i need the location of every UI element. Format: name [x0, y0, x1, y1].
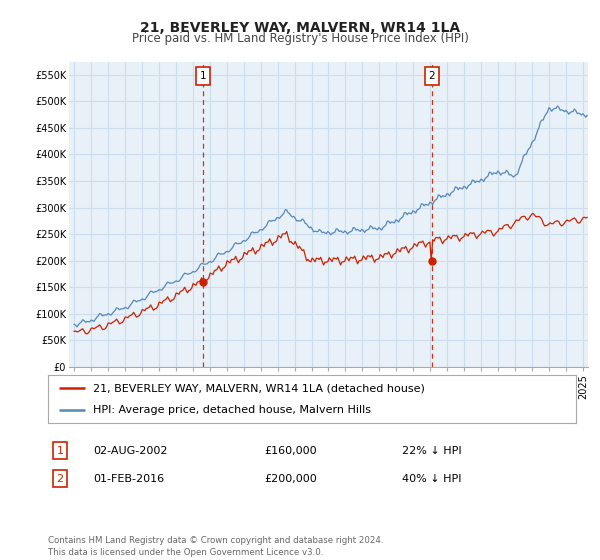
- Text: £200,000: £200,000: [264, 474, 317, 484]
- Text: 2: 2: [56, 474, 64, 484]
- Text: 1: 1: [199, 71, 206, 81]
- Text: £160,000: £160,000: [264, 446, 317, 456]
- Text: Contains HM Land Registry data © Crown copyright and database right 2024.
This d: Contains HM Land Registry data © Crown c…: [48, 536, 383, 557]
- Text: 02-AUG-2002: 02-AUG-2002: [93, 446, 167, 456]
- Text: 2: 2: [428, 71, 435, 81]
- Text: 22% ↓ HPI: 22% ↓ HPI: [402, 446, 461, 456]
- Text: 40% ↓ HPI: 40% ↓ HPI: [402, 474, 461, 484]
- Text: 21, BEVERLEY WAY, MALVERN, WR14 1LA: 21, BEVERLEY WAY, MALVERN, WR14 1LA: [140, 21, 460, 35]
- Text: 21, BEVERLEY WAY, MALVERN, WR14 1LA (detached house): 21, BEVERLEY WAY, MALVERN, WR14 1LA (det…: [93, 383, 425, 393]
- Text: 1: 1: [56, 446, 64, 456]
- Text: HPI: Average price, detached house, Malvern Hills: HPI: Average price, detached house, Malv…: [93, 405, 371, 415]
- Text: Price paid vs. HM Land Registry's House Price Index (HPI): Price paid vs. HM Land Registry's House …: [131, 32, 469, 45]
- Text: 01-FEB-2016: 01-FEB-2016: [93, 474, 164, 484]
